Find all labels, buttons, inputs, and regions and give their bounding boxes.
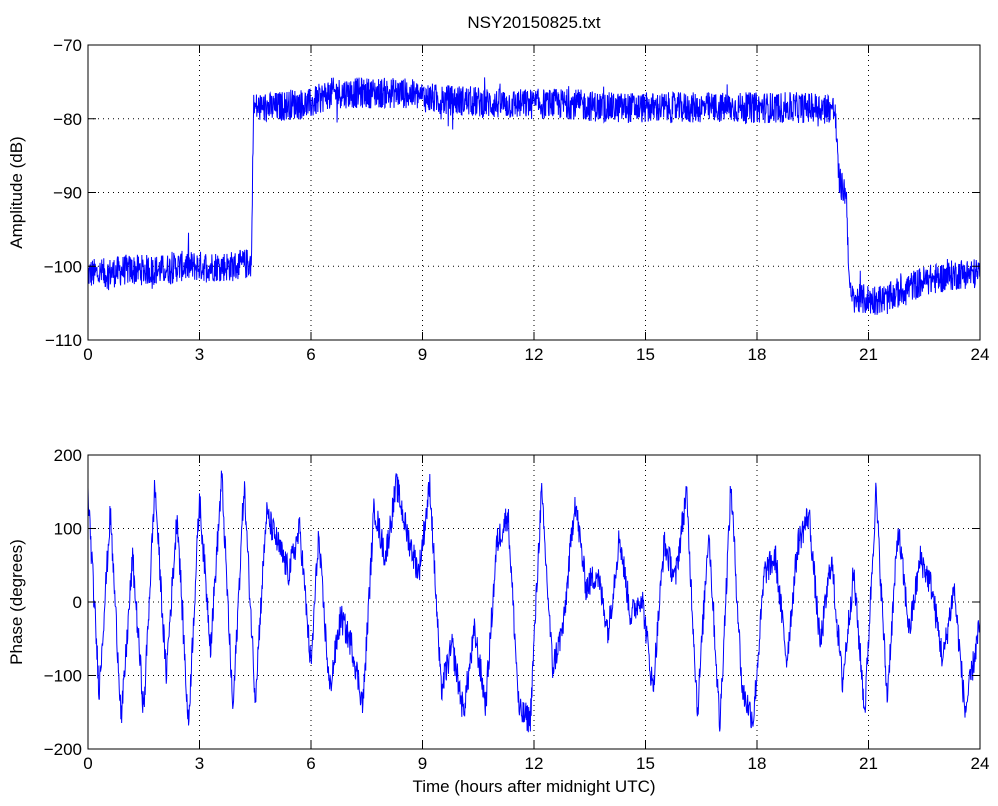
chart-title: NSY20150825.txt	[467, 13, 601, 32]
phase-series	[87, 470, 981, 733]
phase-gridlines	[88, 455, 980, 749]
y-tick-label: −100	[44, 667, 82, 686]
phase-y-axis-label: Phase (degrees)	[7, 539, 26, 665]
x-tick-label: 12	[525, 345, 544, 364]
x-tick-label: 24	[971, 345, 990, 364]
x-tick-label: 9	[418, 754, 427, 773]
amplitude-series	[87, 77, 981, 315]
x-tick-label: 15	[636, 345, 655, 364]
x-tick-label: 18	[748, 754, 767, 773]
y-tick-label: −90	[53, 184, 82, 203]
y-tick-label: −80	[53, 110, 82, 129]
x-tick-label: 6	[306, 345, 315, 364]
x-tick-label: 15	[636, 754, 655, 773]
x-tick-label: 6	[306, 754, 315, 773]
y-tick-label: 200	[54, 446, 82, 465]
x-tick-label: 0	[83, 345, 92, 364]
x-tick-label: 18	[748, 345, 767, 364]
x-tick-label: 3	[195, 754, 204, 773]
x-tick-label: 21	[859, 345, 878, 364]
amplitude-ticks: 0 3 6 9 12 15 18 21 24 −110 −100 −90 −80 −70	[44, 36, 990, 364]
x-tick-label: 9	[418, 345, 427, 364]
phase-ticks: 0 3 6 9 12 15 18 21 24 −200 −100 0 100 200	[44, 446, 990, 773]
x-tick-label: 0	[83, 754, 92, 773]
phase-plot: 0 3 6 9 12 15 18 21 24 −200 −100 0 100 200 Phase (deg…	[7, 446, 989, 796]
y-tick-label: −110	[45, 331, 82, 350]
x-tick-label: 12	[525, 754, 544, 773]
time-x-axis-label: Time (hours after midnight UTC)	[412, 777, 655, 796]
amplitude-plot: NSY20150825.txt 0 3 6 9 12 15 18 21 24 −110 −100 −9…	[7, 13, 989, 364]
y-tick-label: −100	[44, 257, 82, 276]
phase-line	[87, 470, 981, 733]
amplitude-y-axis-label: Amplitude (dB)	[7, 136, 26, 248]
x-tick-label: 21	[859, 754, 878, 773]
amplitude-line	[87, 77, 981, 315]
y-tick-label: −70	[53, 36, 82, 55]
y-tick-label: 100	[54, 520, 82, 539]
x-tick-label: 3	[195, 345, 204, 364]
y-tick-label: 0	[73, 593, 82, 612]
y-tick-label: −200	[44, 740, 82, 759]
x-tick-label: 24	[971, 754, 990, 773]
